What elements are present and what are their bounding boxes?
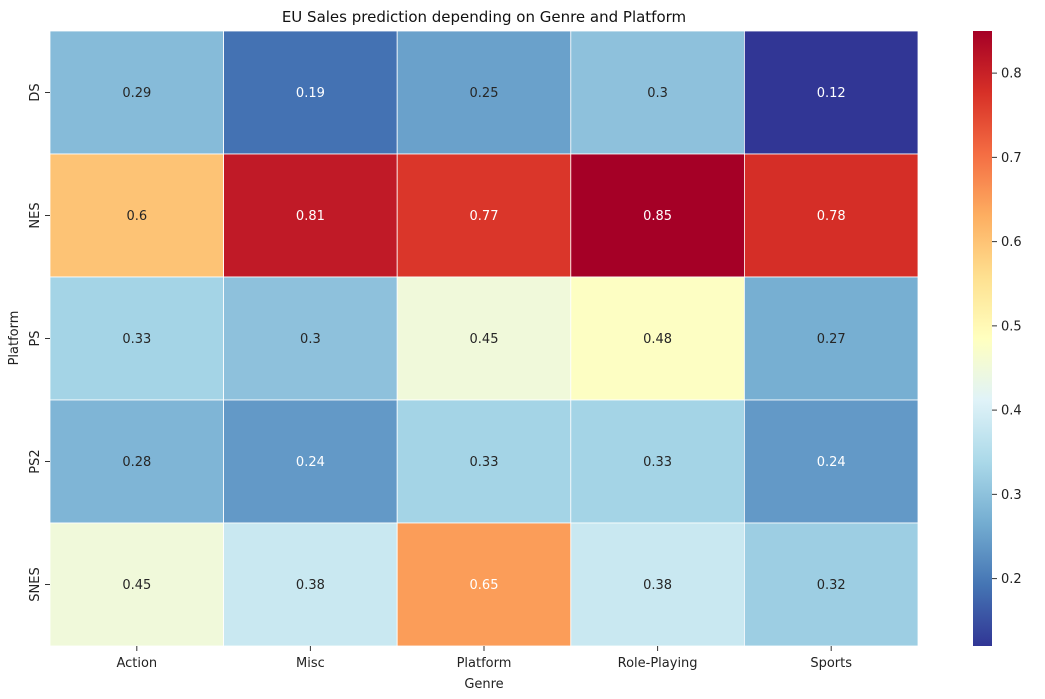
cell-value-label: 0.6 <box>126 209 147 224</box>
heatmap-cell-ds-action <box>49 30 225 155</box>
cell-value-label: 0.3 <box>300 332 321 347</box>
cell-value-label: 0.32 <box>817 578 846 593</box>
heatmap-cell-snes-sports <box>744 522 919 647</box>
heatmap-cell-nes-sports <box>744 153 919 278</box>
cell-value-label: 0.77 <box>470 209 499 224</box>
heatmap-cell-ds-role-playing <box>570 30 745 155</box>
x-axis-ticks: Action Misc Platform Role-Playing Sports <box>116 646 852 671</box>
colorbar <box>973 31 992 646</box>
y-axis-label: Platform <box>7 311 22 366</box>
cell-value-label: 0.19 <box>296 86 325 101</box>
heatmap-cells <box>49 30 919 647</box>
x-tick-label: Sports <box>810 656 852 671</box>
y-axis-ticks: DS NES PS PS2 SNES <box>28 83 50 602</box>
cell-value-label: 0.24 <box>817 455 846 470</box>
heatmap-cell-ds-misc <box>223 30 398 155</box>
cell-value-label: 0.12 <box>817 86 846 101</box>
heatmap-cell-ps-platform <box>396 276 572 401</box>
x-axis-label: Genre <box>464 677 503 692</box>
heatmap-cell-snes-action <box>49 522 225 647</box>
chart-title: EU Sales prediction depending on Genre a… <box>282 8 686 26</box>
heatmap-cell-nes-platform <box>396 153 572 278</box>
cell-value-label: 0.25 <box>470 86 499 101</box>
colorbar-tick-label: 0.3 <box>1001 488 1022 503</box>
cell-value-label: 0.48 <box>643 332 672 347</box>
cell-value-label: 0.33 <box>470 455 499 470</box>
heatmap-cell-labels: 0.29 0.19 0.25 0.3 0.12 0.6 0.81 0.77 0.85 0.78 0.… <box>122 86 845 593</box>
x-tick-label: Platform <box>457 656 512 671</box>
cell-value-label: 0.78 <box>817 209 846 224</box>
x-tick-label: Misc <box>296 656 325 671</box>
cell-value-label: 0.33 <box>122 332 151 347</box>
cell-value-label: 0.38 <box>643 578 672 593</box>
colorbar-tick-label: 0.6 <box>1001 235 1022 250</box>
colorbar-tick-label: 0.8 <box>1001 67 1022 82</box>
heatmap-cell-snes-platform <box>396 522 572 647</box>
heatmap-cell-ps2-role-playing <box>570 399 745 524</box>
colorbar-tick-label: 0.2 <box>1001 572 1022 587</box>
heatmap-cell-ps-sports <box>744 276 919 401</box>
x-tick-label: Role-Playing <box>618 656 698 671</box>
y-tick-label: DS <box>28 83 43 101</box>
heatmap-cell-ps2-platform <box>396 399 572 524</box>
cell-value-label: 0.28 <box>122 455 151 470</box>
y-tick-label: NES <box>28 202 43 228</box>
cell-value-label: 0.38 <box>296 578 325 593</box>
colorbar-ticks: 0.2 0.3 0.4 0.5 0.6 0.7 0.8 <box>992 67 1022 587</box>
heatmap-cell-ps-role-playing <box>570 276 745 401</box>
y-tick-label: PS2 <box>28 449 43 473</box>
cell-value-label: 0.45 <box>122 578 151 593</box>
colorbar-tick-label: 0.4 <box>1001 404 1022 419</box>
colorbar-tick-label: 0.7 <box>1001 151 1022 166</box>
heatmap-cell-ds-platform <box>396 30 572 155</box>
cell-value-label: 0.85 <box>643 209 672 224</box>
cell-value-label: 0.33 <box>643 455 672 470</box>
y-tick-label: SNES <box>28 567 43 601</box>
y-tick-label: PS <box>28 330 43 346</box>
heatmap-cell-ds-sports <box>744 30 919 155</box>
x-tick-label: Action <box>116 656 157 671</box>
heatmap-cell-snes-misc <box>223 522 398 647</box>
cell-value-label: 0.29 <box>122 86 151 101</box>
heatmap-cell-nes-misc <box>223 153 398 278</box>
heatmap-cell-ps2-misc <box>223 399 398 524</box>
cell-value-label: 0.3 <box>647 86 668 101</box>
cell-value-label: 0.65 <box>470 578 499 593</box>
cell-value-label: 0.81 <box>296 209 325 224</box>
heatmap-cell-nes-action <box>49 153 225 278</box>
cell-value-label: 0.24 <box>296 455 325 470</box>
heatmap-cell-ps2-sports <box>744 399 919 524</box>
cell-value-label: 0.27 <box>817 332 846 347</box>
cell-value-label: 0.45 <box>470 332 499 347</box>
heatmap-cell-ps-misc <box>223 276 398 401</box>
colorbar-tick-label: 0.5 <box>1001 319 1022 334</box>
